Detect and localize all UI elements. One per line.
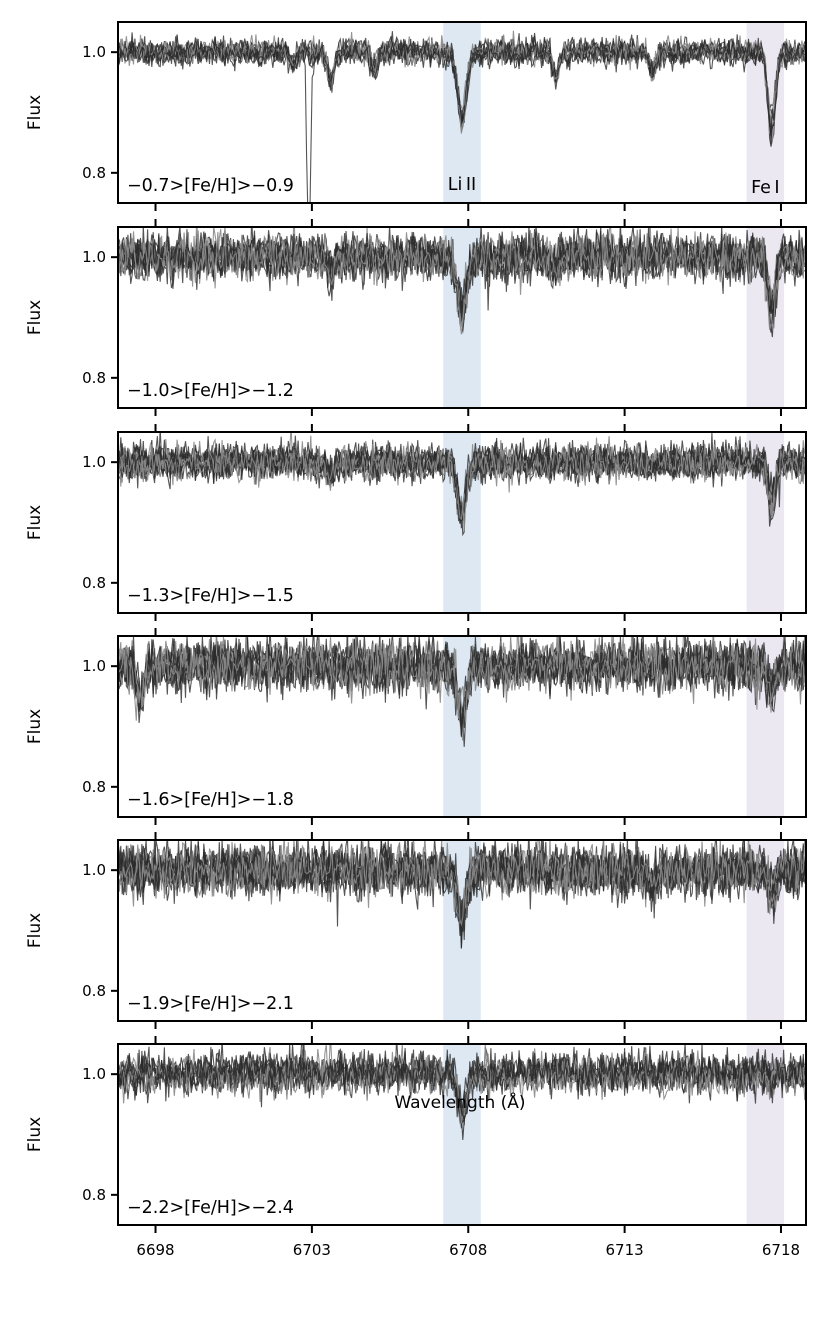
- y-tick-label: 0.8: [82, 574, 106, 592]
- panel-metallicity-label: −1.3>[Fe/H]>−1.5: [127, 586, 294, 606]
- panel-metallicity-label: −1.0>[Fe/H]>−1.2: [127, 381, 294, 401]
- panel-3: 0.8 1.0 Flux −1.3>[Fe/H]>−1.5: [25, 424, 807, 621]
- y-axis-label: Flux: [25, 505, 45, 540]
- spectra-group: [118, 432, 806, 537]
- x-tick-label: 6718: [762, 1241, 800, 1259]
- panel-frame: [117, 431, 807, 614]
- panel-5: 0.8 1.0 Flux −1.9>[Fe/H]>−2.1: [25, 832, 807, 1029]
- panel-frame: [117, 839, 807, 1022]
- panel-metallicity-label: −2.2>[Fe/H]>−2.4: [127, 1198, 294, 1218]
- y-tick-label: 1.0: [82, 657, 106, 675]
- spectrum-line: [118, 636, 806, 736]
- spectra-group: [118, 636, 806, 747]
- y-axis-label: Flux: [25, 95, 45, 130]
- y-tick-label: 1.0: [82, 1065, 106, 1083]
- x-tick-label: 6703: [293, 1241, 331, 1259]
- spectrum-line: [118, 230, 806, 335]
- x-tick-label: 6698: [136, 1241, 174, 1259]
- panel-1: 0.8 1.0 Flux −0.7>[Fe/H]>−0.9 Li II Fe I: [25, 21, 807, 211]
- y-tick-label: 1.0: [82, 453, 106, 471]
- y-tick-label: 0.8: [82, 778, 106, 796]
- y-axis-label: Flux: [25, 1117, 45, 1152]
- panels-container: 0.8 1.0 Flux −0.7>[Fe/H]>−0.9 Li II Fe I 0.8 1.…: [25, 21, 807, 1259]
- panel-6: 0.8 1.0 6698 6703 6708 6713 6718 Flux −2.2>[Fe/H…: [25, 1036, 807, 1259]
- y-tick-label: 1.0: [82, 43, 106, 61]
- panel-metallicity-label: −0.7>[Fe/H]>−0.9: [127, 176, 294, 196]
- panel-metallicity-label: −1.9>[Fe/H]>−2.1: [127, 994, 294, 1014]
- spectrum-line: [118, 436, 806, 532]
- spectra-group: [118, 840, 806, 949]
- panel-4: 0.8 1.0 Flux −1.6>[Fe/H]>−1.8: [25, 628, 807, 825]
- spectra-group: [118, 30, 806, 203]
- x-axis-label: Wavelength (Å): [394, 1091, 525, 1113]
- fe-band-label: Fe I: [751, 178, 780, 198]
- y-tick-label: 0.8: [82, 982, 106, 1000]
- spectrum-line: [118, 34, 806, 133]
- panel-frame: [117, 226, 807, 409]
- panel-2: 0.8 1.0 Flux −1.0>[Fe/H]>−1.2: [25, 219, 807, 416]
- x-tick-label: 6708: [449, 1241, 487, 1259]
- li-band-label: Li II: [448, 175, 476, 195]
- x-tick-label: 6713: [606, 1241, 644, 1259]
- y-tick-label: 0.8: [82, 164, 106, 182]
- panel-frame: [117, 21, 807, 204]
- y-tick-label: 0.8: [82, 1186, 106, 1204]
- spectrum-line: [118, 1049, 806, 1124]
- y-axis-label: Flux: [25, 300, 45, 335]
- spectrum-line: [118, 1047, 806, 1117]
- panel-frame: [117, 635, 807, 818]
- y-axis-label: Flux: [25, 913, 45, 948]
- spectrum-line: [118, 636, 806, 723]
- spectrum-line: [118, 840, 806, 927]
- spectrum-line: [118, 840, 806, 949]
- spectra-group: [118, 227, 806, 338]
- y-tick-label: 1.0: [82, 861, 106, 879]
- y-axis-label: Flux: [25, 709, 45, 744]
- y-tick-label: 1.0: [82, 248, 106, 266]
- panel-frame: [117, 1043, 807, 1226]
- panel-metallicity-label: −1.6>[Fe/H]>−1.8: [127, 790, 294, 810]
- y-tick-label: 0.8: [82, 369, 106, 387]
- spectra-group: [118, 1044, 806, 1140]
